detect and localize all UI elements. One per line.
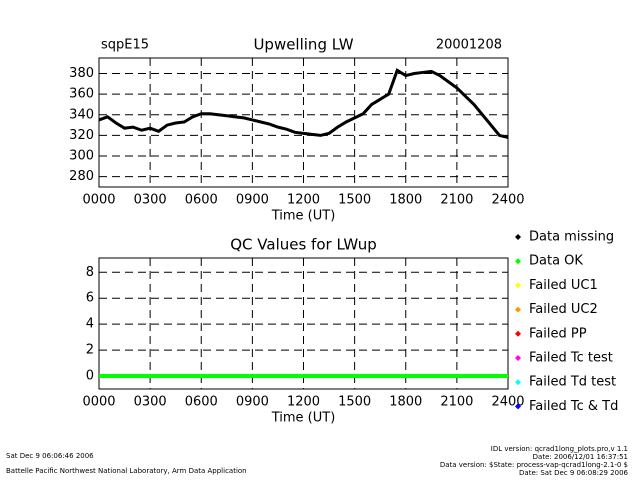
legend-label: Failed Tc test [529,351,613,366]
legend-marker [515,258,521,265]
legend-marker [515,306,521,313]
x-tick-label: 1200 [287,395,320,410]
y-tick-label: 2 [86,343,94,358]
x-axis-label: Time (UT) [271,411,336,426]
x-tick-label: 0600 [185,193,218,208]
x-axis-label: Time (UT) [271,209,336,224]
y-tick-label: 0 [86,369,94,384]
legend-marker [515,282,521,289]
footer-text: Date: Sat Dec 9 06:08:29 2006 [519,469,628,477]
annotation: sqpE15 [101,38,149,53]
y-tick-label: 380 [69,66,94,81]
chart-title: Upwelling LW [253,36,353,54]
x-tick-label: 0600 [185,395,218,410]
y-tick-label: 6 [86,291,94,306]
x-tick-label: 1500 [338,395,371,410]
legend-marker [515,234,521,240]
y-tick-label: 4 [86,317,94,332]
legend-label: Failed Td test [529,375,616,390]
x-tick-label: 0000 [82,193,115,208]
legend-marker [515,379,521,386]
legend-marker [515,330,521,337]
footer-text: IDL version: qcrad1long_plots.pro,v 1.1 [491,445,628,453]
plot-frame [98,57,509,188]
y-tick-label: 360 [69,87,94,102]
footer-text: Data version: $State: process-vap-qcrad1… [440,461,628,469]
x-tick-label: 1200 [287,193,320,208]
legend-label: Data missing [529,230,614,245]
legend-marker [515,355,521,361]
footer-text: Sat Dec 9 06:06:46 2006 [6,452,94,460]
x-tick-label: 2400 [491,193,524,208]
data-line [98,68,509,139]
x-tick-label: 2100 [440,395,473,410]
x-tick-label: 0900 [236,395,269,410]
chart-title: QC Values for LWup [230,236,377,254]
legend-label: Data OK [529,254,583,269]
legend-label: Failed UC1 [529,278,598,293]
x-tick-label: 0000 [82,395,115,410]
legend-marker [515,403,521,410]
x-tick-label: 0900 [236,193,269,208]
x-tick-label: 1800 [389,193,422,208]
x-tick-label: 0300 [134,395,167,410]
y-tick-label: 300 [69,149,94,164]
y-tick-label: 340 [69,107,94,122]
footer-text: Date: 2006/12/01 16:37:51 [533,453,628,461]
y-tick-label: 320 [69,128,94,143]
y-tick-label: 8 [86,265,94,280]
annotation: 20001208 [436,38,502,53]
footer-text: Battelle Pacific Northwest National Labo… [6,467,247,475]
legend-label: Failed UC2 [529,302,598,317]
x-tick-label: 1500 [338,193,371,208]
legend-label: Failed Tc & Td [529,399,618,414]
x-tick-label: 0300 [134,193,167,208]
legend-label: Failed PP [529,326,587,341]
x-tick-label: 1800 [389,395,422,410]
x-tick-label: 2100 [440,193,473,208]
plot-frame [98,257,509,390]
y-tick-label: 280 [69,169,94,184]
